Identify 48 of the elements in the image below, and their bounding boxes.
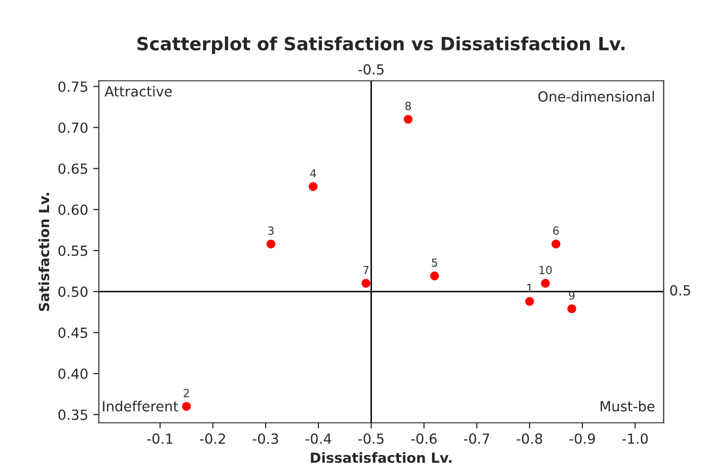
annotation: 7 [363, 266, 369, 274]
y-tick-label: 0.50 [58, 286, 88, 297]
point [552, 240, 560, 248]
annotation: 9 [568, 291, 575, 300]
annotation: 5 [432, 258, 438, 267]
point [404, 114, 413, 124]
annotation: 1 [527, 284, 532, 292]
x-tick-label: -0.8 [516, 433, 542, 444]
y-tick-label: 0.35 [58, 410, 88, 420]
annotation: 2 [184, 388, 189, 398]
y-tick-label: 0.65 [58, 163, 88, 174]
point [266, 240, 276, 248]
annotation: 6 [553, 226, 559, 235]
y-tick-label: 0.40 [58, 368, 88, 380]
annotation: 8 [405, 102, 411, 110]
point [541, 278, 550, 288]
x-tick-label: -0.7 [464, 433, 490, 444]
x-tick-label: -0.2 [200, 433, 226, 444]
ref-line-label: 0.5 [670, 285, 690, 296]
x-tick-label: -0.1 [147, 433, 172, 444]
point [525, 296, 534, 306]
y-tick-label: 0.70 [58, 122, 88, 133]
point [430, 272, 439, 280]
y-tick-label: 0.75 [58, 81, 88, 92]
annotation: 3 [268, 226, 274, 235]
y-tick-label: 0.60 [58, 204, 88, 215]
annotation: One-dimensional [538, 91, 654, 102]
annotation: 10 [540, 266, 552, 274]
y-tick-label: 0.55 [58, 245, 88, 256]
y-axis-title: Satisfaction Lv. [38, 192, 50, 311]
annotation: Must-be [600, 400, 654, 412]
point [362, 278, 370, 288]
x-tick-label: -0.5 [358, 433, 384, 444]
annotation: Attractive [104, 86, 172, 97]
x-tick-label: -0.3 [252, 433, 278, 444]
y-tick-label: 0.45 [58, 328, 88, 338]
point [182, 402, 191, 411]
ref-line-label: -0.5 [358, 64, 384, 75]
x-tick-label: -0.6 [411, 433, 437, 444]
point [567, 304, 576, 314]
annotation: Indefferent [103, 400, 178, 412]
x-axis-title: Dissatisfaction Lv. [310, 452, 452, 463]
point [308, 182, 318, 191]
chart-title: Scatterplot of Satisfaction vs Dissatisfaction Lv. [137, 36, 624, 54]
annotation: 4 [310, 169, 316, 178]
x-tick-label: -0.4 [306, 433, 332, 444]
x-tick-label: -1.0 [622, 433, 648, 444]
x-tick-label: -0.9 [569, 433, 595, 444]
